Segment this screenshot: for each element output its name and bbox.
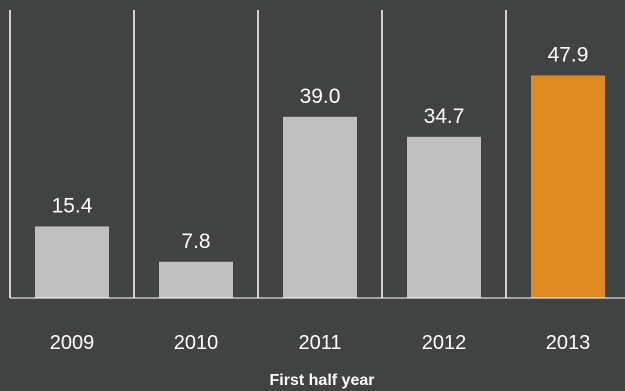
value-label-2013: 47.9: [548, 43, 589, 66]
bar-2010: [159, 261, 233, 298]
x-tick-label-2011: 2011: [298, 332, 341, 354]
bar-2012: [407, 136, 481, 298]
value-label-2012: 34.7: [424, 105, 465, 128]
bars-group: [35, 75, 605, 299]
bar-2013: [531, 75, 605, 299]
x-tick-label-2012: 2012: [422, 332, 467, 354]
x-axis-title: First half year: [270, 372, 375, 389]
category-separators: [9, 10, 507, 298]
value-label-2011: 39.0: [300, 85, 341, 108]
value-labels-group: 15.4 7.8 39.0 34.7 47.9: [52, 43, 589, 252]
bar-2011: [283, 116, 357, 298]
value-label-2009: 15.4: [52, 194, 93, 217]
x-tick-label-2009: 2009: [50, 332, 95, 354]
value-label-2010: 7.8: [181, 230, 210, 253]
bar-2009: [35, 226, 109, 298]
x-tick-labels-group: 2009 2010 2011 2012 2013: [50, 332, 591, 354]
x-tick-label-2010: 2010: [174, 332, 219, 354]
x-tick-label-2013: 2013: [546, 332, 591, 354]
